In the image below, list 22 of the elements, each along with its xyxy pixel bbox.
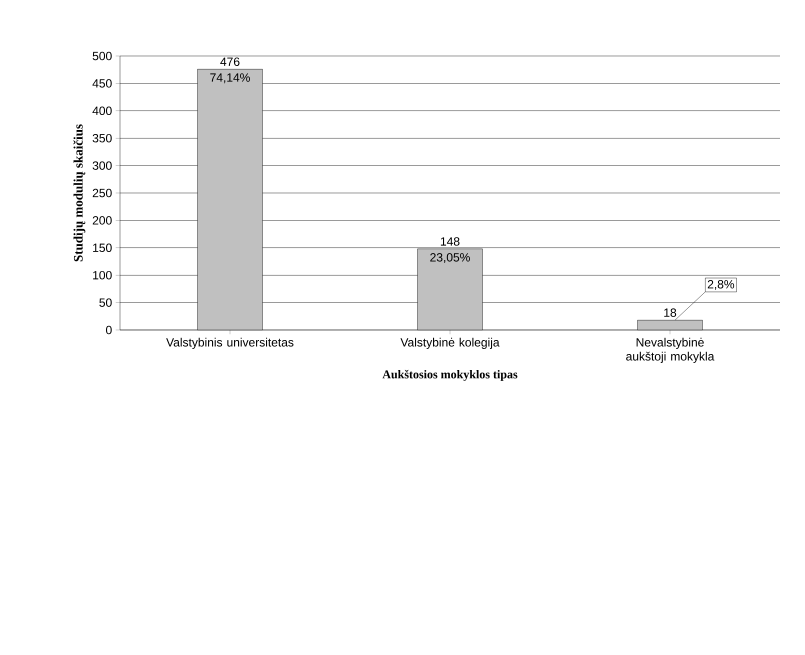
x-axis-title: Aukštosios mokyklos tipas (382, 370, 518, 381)
y-tick-label: 500 (92, 52, 112, 60)
y-tick-label: 50 (99, 298, 112, 307)
y-tick-label: 100 (93, 270, 112, 280)
y-tick-label: 300 (92, 161, 112, 170)
y-tick-label: 400 (92, 106, 112, 116)
x-tick-label: Valstybinė kolegija (400, 338, 500, 349)
y-axis-title: Studijų modulių skaičius (73, 124, 86, 262)
annotation: 74,14% (210, 73, 250, 84)
x-tick-label: Nevalstybinė aukštoji mokykla (626, 338, 714, 363)
y-tick-label: 250 (92, 188, 112, 198)
y-tick-label: 450 (92, 79, 112, 88)
y-tick-label: 350 (92, 134, 112, 142)
y-tick-label: 200 (92, 216, 112, 225)
data-label: 148 (440, 237, 460, 246)
data-label: 476 (220, 57, 240, 66)
annotation: 23,05% (430, 253, 470, 264)
y-tick-label: 150 (93, 244, 112, 252)
y-tick-label: 0 (106, 326, 112, 334)
data-label: 18 (664, 308, 676, 317)
annotation: 2,8% (708, 280, 734, 290)
x-tick-label: Valstybinis universitetas (166, 338, 294, 349)
